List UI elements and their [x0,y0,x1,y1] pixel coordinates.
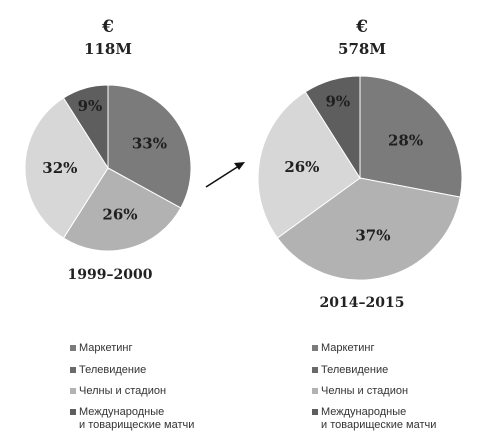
period-right: 2014–2015 [320,295,405,311]
legend-label: и товарищеские матчи [321,419,436,431]
pie-slice [62,84,109,170]
legend-label: Телевидение [79,364,146,376]
legend-label: Маркетинг [79,342,132,354]
legend-label: Международные [79,406,164,418]
legend-swatch [70,388,76,394]
legend-swatch [312,388,318,394]
legend-swatch [312,409,318,415]
legend-label: и товарищеские матчи [79,419,194,431]
slice-label: 28% [388,131,423,149]
legend-label: Телевидение [321,364,388,376]
pie-slice [359,75,463,198]
legend-swatch [70,367,76,373]
slice-label: 26% [102,206,137,224]
slice-label: 37% [355,227,390,245]
legend-label: Челны и стадион [321,385,408,397]
legend-label: Международные [321,406,406,418]
legend-swatch [70,345,76,351]
pie-1999-2000: 33% 26% 32% 9% [24,84,192,252]
slice-label: 33% [132,134,167,152]
pie-slice [62,167,182,252]
total-right: 578M [338,40,386,58]
total-left: 118M [84,40,132,58]
slice-label: 32% [42,159,77,177]
currency-right: € [355,17,368,37]
slice-label: 9% [78,97,103,115]
currency-left: € [101,17,114,37]
pie-2014-2015: 28% 37% 26% 9% [257,75,463,281]
pie-slice [304,75,361,180]
legend-swatch [312,367,318,373]
period-left: 1999–2000 [68,267,153,283]
legend-left: Маркетинг Телевидение Челны и стадион Ме… [70,342,194,431]
slice-label: 9% [325,93,350,111]
pie-slice [276,177,461,281]
legend-label: Челны и стадион [79,385,166,397]
slice-label: 26% [284,158,319,176]
legend-label: Маркетинг [321,342,374,354]
legend-right: Маркетинг Телевидение Челны и стадион Ме… [312,342,436,431]
arrow-right-up-icon [205,162,245,188]
legend-swatch [70,409,76,415]
pie-slice [107,84,192,209]
legend-swatch [312,345,318,351]
pie-slice [257,91,361,239]
pie-slice [24,97,109,239]
